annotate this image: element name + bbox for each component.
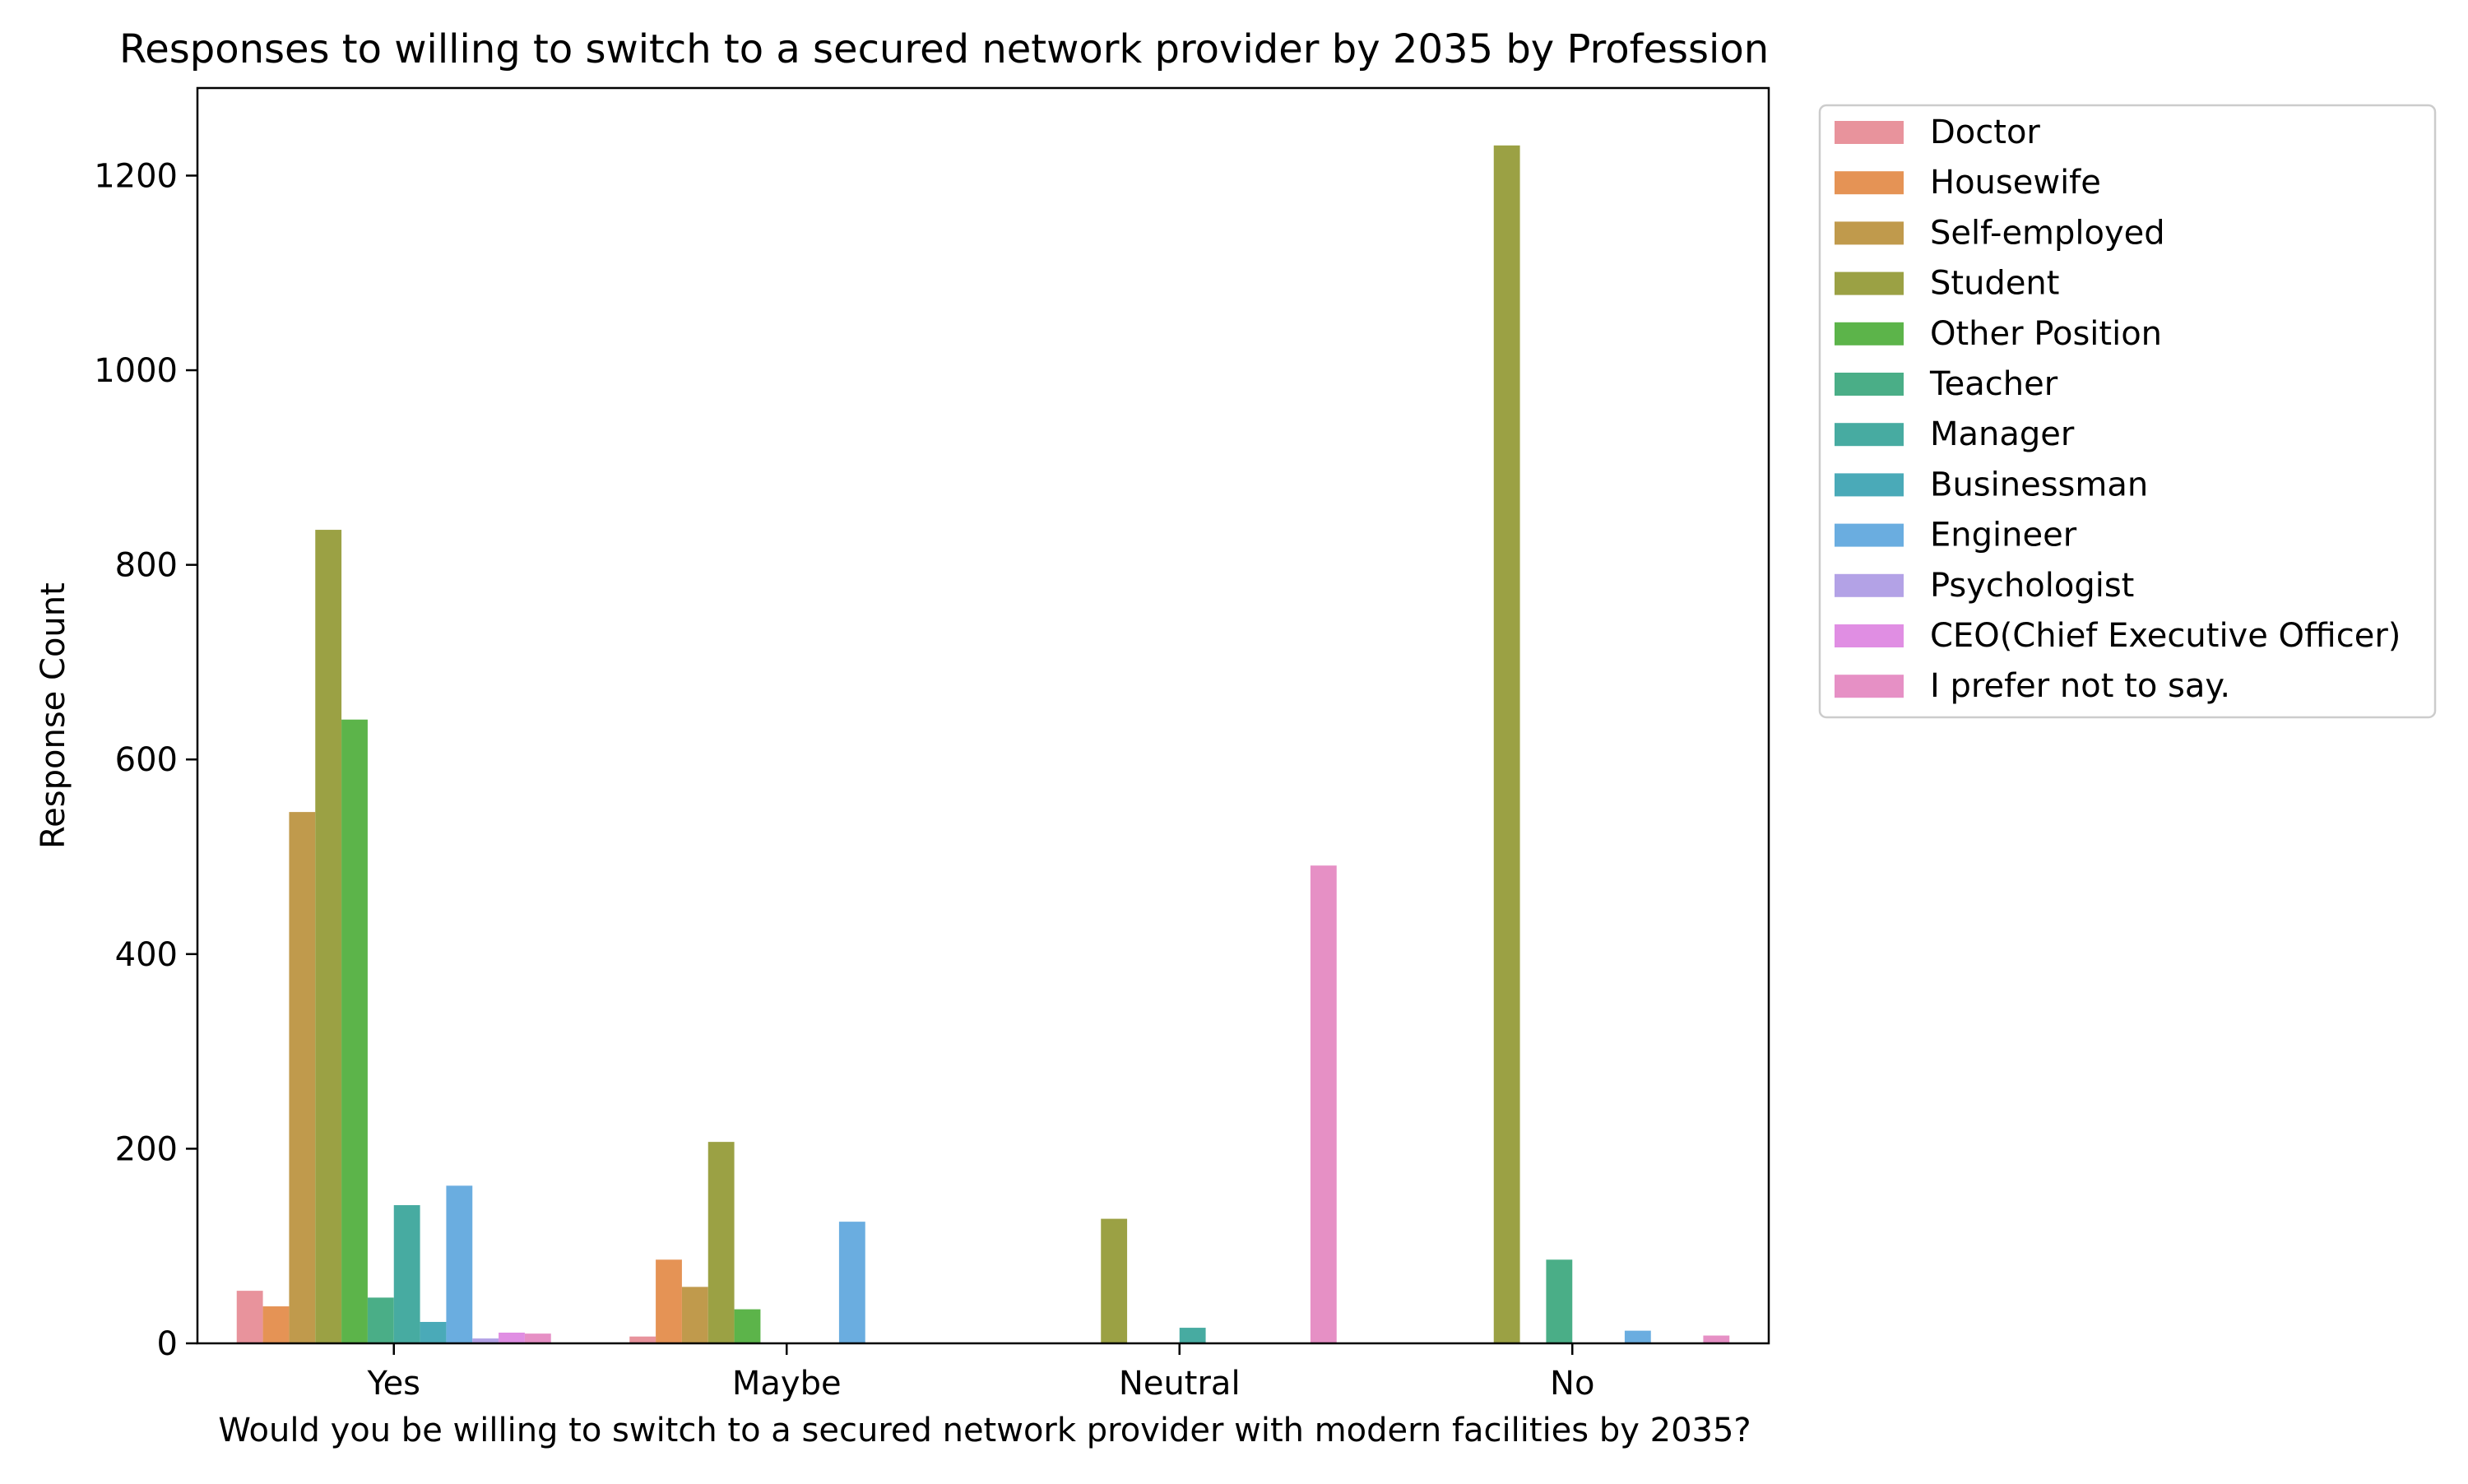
legend-swatch bbox=[1835, 523, 1904, 547]
bar bbox=[315, 530, 342, 1343]
bar bbox=[629, 1336, 656, 1343]
bar bbox=[236, 1291, 263, 1343]
legend: Doctor Housewife Self-employed Student Other… bbox=[1818, 104, 2437, 719]
axes-frame bbox=[196, 86, 1770, 1345]
legend-label: Manager bbox=[1930, 415, 2075, 453]
legend-label: Student bbox=[1930, 265, 2059, 303]
x-tick-label: No bbox=[1550, 1365, 1594, 1403]
legend-label: Housewife bbox=[1930, 164, 2101, 202]
y-tick-label: 0 bbox=[157, 1325, 178, 1363]
bar bbox=[1101, 1218, 1128, 1343]
bar bbox=[1546, 1259, 1573, 1343]
legend-swatch bbox=[1835, 271, 1904, 295]
bar bbox=[524, 1333, 551, 1343]
bar bbox=[341, 719, 368, 1343]
bar bbox=[1310, 865, 1337, 1343]
bar bbox=[1179, 1328, 1206, 1343]
legend-label: Psychologist bbox=[1930, 567, 2134, 605]
legend-label: Doctor bbox=[1930, 114, 2040, 151]
legend-swatch bbox=[1835, 121, 1904, 144]
legend-label: Engineer bbox=[1930, 517, 2077, 554]
x-tick-label: Maybe bbox=[732, 1365, 842, 1403]
y-tick-label: 600 bbox=[115, 741, 178, 779]
bar bbox=[472, 1338, 499, 1343]
bar bbox=[1624, 1330, 1651, 1343]
legend-label: Other Position bbox=[1930, 315, 2162, 353]
bar bbox=[446, 1185, 473, 1343]
bar bbox=[838, 1222, 865, 1343]
x-tick-label: Neutral bbox=[1119, 1365, 1241, 1403]
legend-swatch bbox=[1835, 473, 1904, 497]
bar bbox=[393, 1205, 420, 1343]
legend-swatch bbox=[1835, 221, 1904, 245]
x-tick-label: Yes bbox=[366, 1365, 420, 1403]
bar bbox=[1703, 1335, 1730, 1343]
legend-swatch bbox=[1835, 322, 1904, 345]
bar bbox=[1493, 145, 1520, 1343]
legend-label: CEO(Chief Executive Officer) bbox=[1930, 617, 2401, 655]
legend-swatch bbox=[1835, 675, 1904, 698]
y-tick-label: 1000 bbox=[94, 352, 178, 390]
bar bbox=[367, 1297, 394, 1343]
legend-label: Teacher bbox=[1929, 365, 2058, 403]
y-tick-label: 800 bbox=[115, 547, 178, 585]
legend-swatch bbox=[1835, 573, 1904, 597]
y-axis-label: Response Count bbox=[35, 582, 72, 849]
plot-area: 0 200 400 600 800 1000 1200 Yes Maybe Neutral No bbox=[94, 86, 1770, 1403]
bar bbox=[420, 1321, 447, 1343]
bar bbox=[262, 1306, 290, 1343]
legend-swatch bbox=[1835, 373, 1904, 396]
chart-title: Responses to willing to switch to a secu… bbox=[119, 26, 1769, 72]
legend-swatch bbox=[1835, 624, 1904, 647]
legend-swatch bbox=[1835, 171, 1904, 195]
bar bbox=[734, 1309, 761, 1343]
bar bbox=[681, 1287, 708, 1343]
legend-label: I prefer not to say. bbox=[1930, 667, 2230, 705]
bar bbox=[707, 1142, 735, 1343]
legend-label: Self-employed bbox=[1930, 214, 2165, 252]
y-tick-label: 200 bbox=[115, 1130, 178, 1168]
legend-label: Businessman bbox=[1930, 466, 2148, 503]
x-axis-label: Would you be willing to switch to a secu… bbox=[218, 1412, 1751, 1449]
bar bbox=[289, 812, 316, 1343]
legend-swatch bbox=[1835, 423, 1904, 447]
bar bbox=[656, 1259, 682, 1343]
legend-box bbox=[1818, 104, 2437, 719]
y-tick-label: 1200 bbox=[94, 157, 178, 195]
bar bbox=[499, 1332, 525, 1343]
y-tick-label: 400 bbox=[115, 936, 178, 974]
